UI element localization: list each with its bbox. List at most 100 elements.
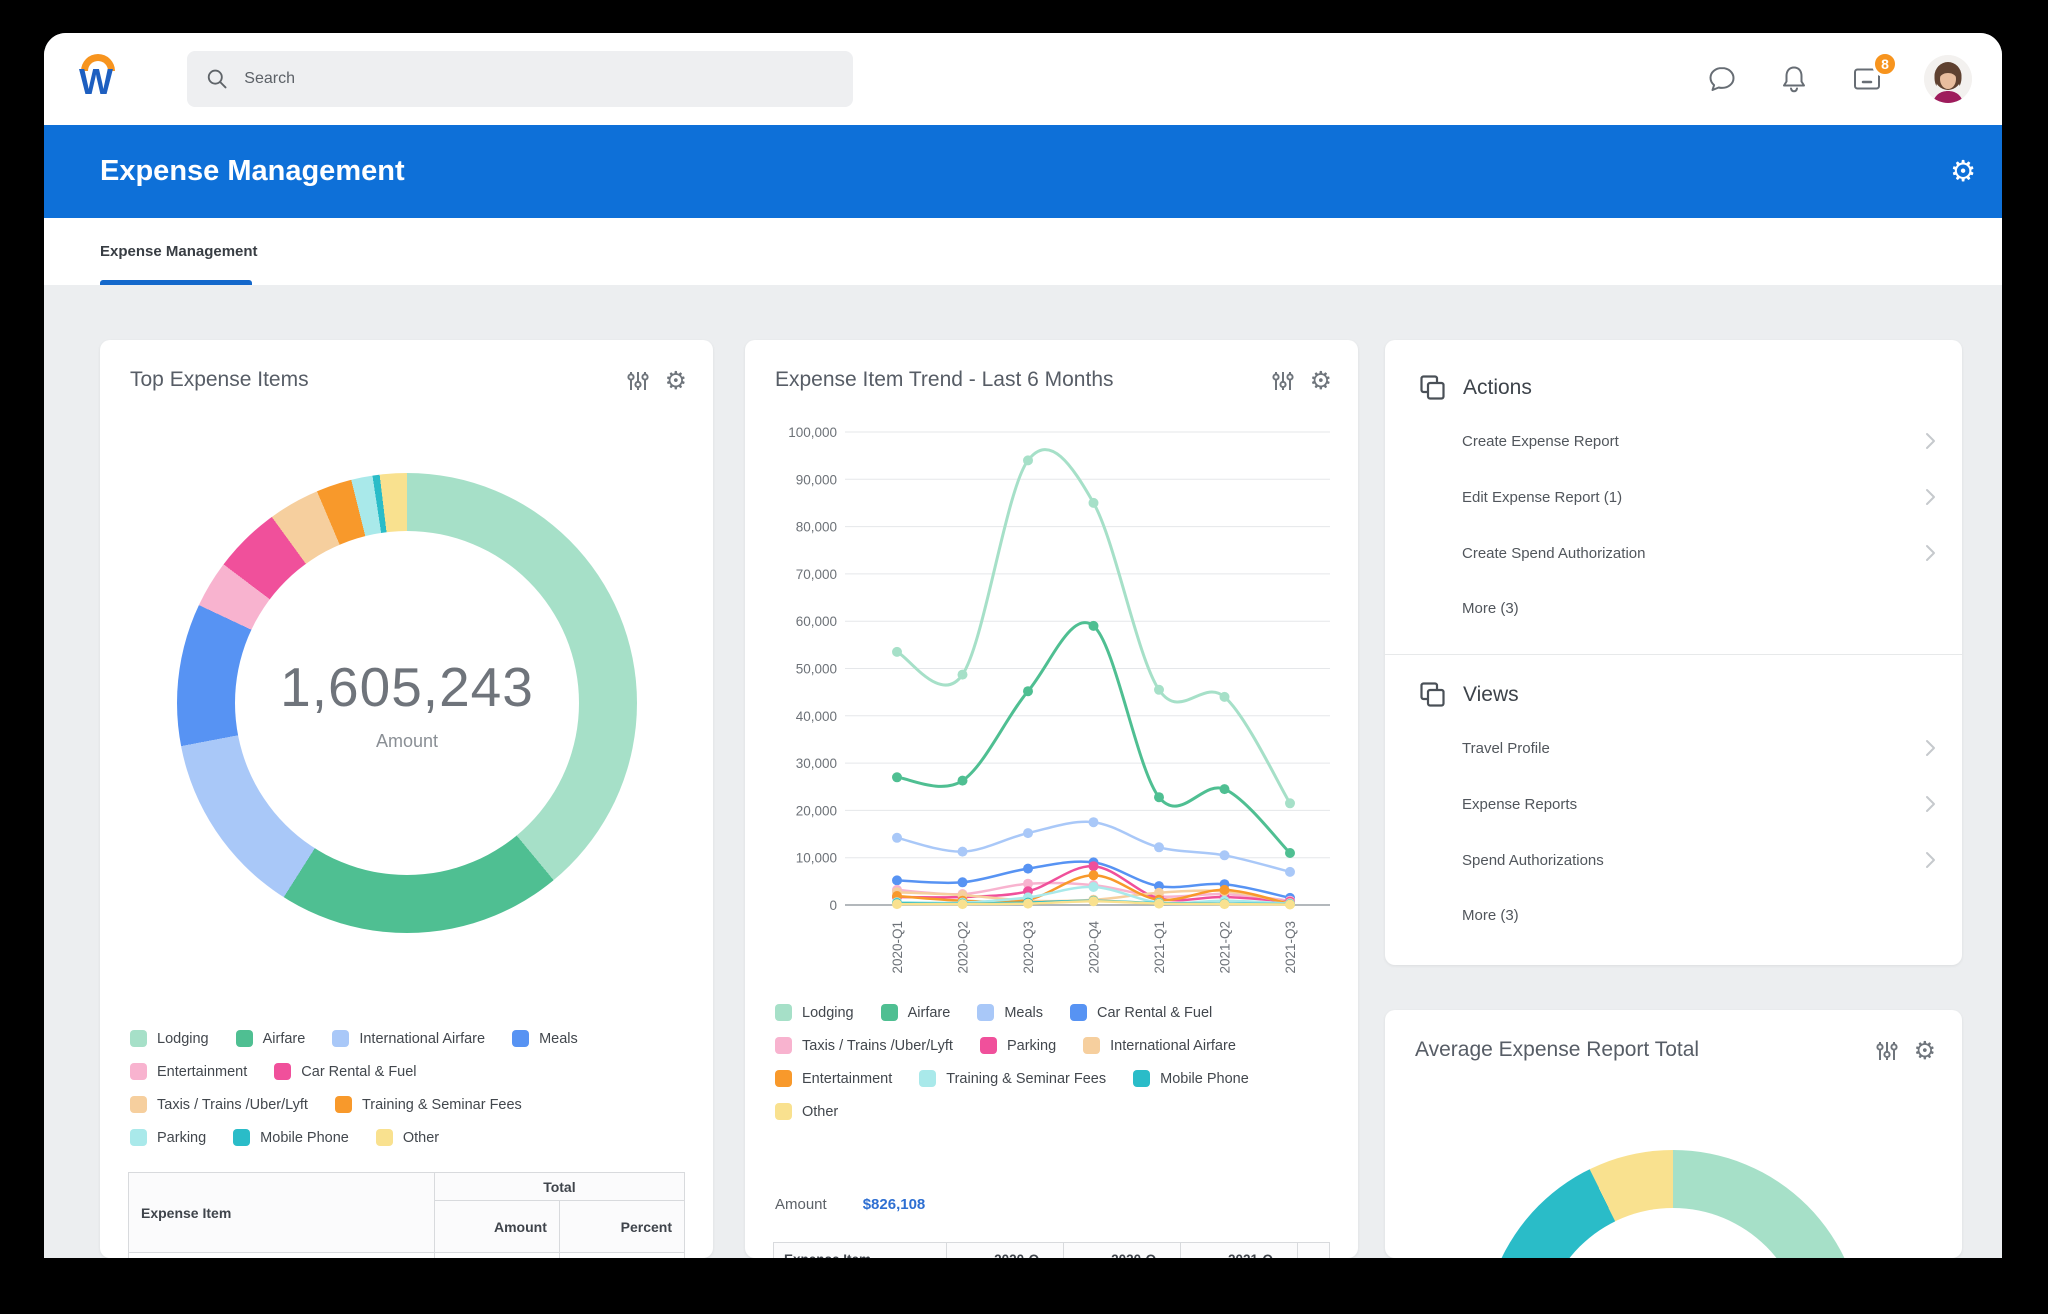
logo-w-letter: W — [79, 61, 113, 102]
chevron-right-icon — [1926, 545, 1935, 561]
chevron-right-icon — [1926, 740, 1935, 756]
legend-label: Taxis / Trains /Uber/Lyft — [157, 1096, 308, 1113]
settings-gear-icon[interactable]: ⚙ — [664, 366, 687, 395]
svg-text:2021-Q2: 2021-Q2 — [1218, 921, 1233, 974]
legend-swatch — [334, 1096, 352, 1113]
legend-item-car-rental-fuel[interactable]: Car Rental & Fuel — [1070, 1004, 1212, 1021]
legend-item-taxis-trains-uber-lyft[interactable]: Taxis / Trains /Uber/Lyft — [130, 1096, 308, 1113]
menu-item-more-3[interactable]: More (3) — [1462, 888, 1936, 943]
legend-item-airfare[interactable]: Airfare — [235, 1030, 305, 1047]
legend-item-airfare[interactable]: Airfare — [880, 1004, 951, 1021]
legend-label: Other — [402, 1129, 440, 1146]
tab-expense-management[interactable]: Expense Management — [100, 243, 258, 260]
legend-item-international-airfare[interactable]: International Airfare — [1083, 1037, 1236, 1054]
filter-icon[interactable] — [1271, 369, 1295, 393]
legend-label: Taxis / Trains /Uber/Lyft — [802, 1037, 953, 1054]
legend-label: International Airfare — [1110, 1037, 1236, 1054]
chat-button[interactable] — [1706, 63, 1738, 95]
chevron-right-icon — [1926, 796, 1935, 812]
trend-line-chart[interactable]: 0 10,000 20,000 30,000 40,000 50,000 60,000 70,… — [759, 416, 1344, 1001]
svg-text:90,000: 90,000 — [796, 472, 837, 487]
legend-item-training-seminar-fees[interactable]: Training & Seminar Fees — [919, 1070, 1106, 1087]
settings-gear-icon[interactable]: ⚙ — [1309, 366, 1332, 395]
card-actions-views: Actions Create Expense Report Edit Expens… — [1385, 340, 1962, 965]
legend-swatch — [130, 1030, 147, 1047]
avatar-image — [1924, 55, 1972, 103]
legend-item-mobile-phone[interactable]: Mobile Phone — [233, 1129, 349, 1146]
menu-item-create-spend-authorization[interactable]: Create Spend Authorization — [1462, 525, 1936, 581]
chevron-right-icon — [1926, 433, 1935, 449]
legend-label: Lodging — [157, 1030, 209, 1047]
clipped-table-header: Expense Item — [773, 1242, 946, 1258]
svg-text:2021-Q3: 2021-Q3 — [1283, 921, 1298, 974]
legend-item-entertainment[interactable]: Entertainment — [775, 1070, 892, 1087]
legend-swatch — [977, 1004, 995, 1021]
legend-swatch — [274, 1063, 292, 1080]
notifications-button[interactable] — [1778, 63, 1810, 95]
donut-center: 1,605,243 Amount — [235, 531, 579, 875]
amount-label: Amount — [775, 1196, 827, 1213]
settings-gear-icon[interactable]: ⚙ — [1913, 1036, 1936, 1065]
chevron-right-icon — [1926, 852, 1935, 868]
legend-label: Lodging — [802, 1004, 854, 1021]
legend-item-lodging[interactable]: Lodging — [775, 1004, 854, 1021]
menu-item-edit-expense-report-1[interactable]: Edit Expense Report (1) — [1462, 469, 1936, 525]
menu-item-label: More (3) — [1462, 907, 1519, 924]
clipped-table-header: 2021-Q… — [1179, 1242, 1297, 1258]
search-input[interactable] — [242, 69, 835, 89]
filter-icon[interactable] — [1875, 1039, 1899, 1063]
legend-item-meals[interactable]: Meals — [512, 1030, 578, 1047]
menu-item-more-3[interactable]: More (3) — [1462, 581, 1936, 636]
legend-item-meals[interactable]: Meals — [977, 1004, 1043, 1021]
svg-text:60,000: 60,000 — [796, 614, 837, 629]
legend-row: Lodging Airfare Meals Car Rental & Fuel — [775, 1004, 1340, 1021]
filter-icon[interactable] — [626, 369, 650, 393]
card-title: Average Expense Report Total — [1415, 1038, 1700, 1061]
page-title: Expense Management — [100, 155, 405, 187]
legend-label: Parking — [1006, 1037, 1057, 1054]
avatar[interactable] — [1924, 55, 1972, 103]
legend-swatch — [919, 1070, 937, 1087]
legend-item-international-airfare[interactable]: International Airfare — [332, 1030, 485, 1047]
menu-item-travel-profile[interactable]: Travel Profile — [1462, 720, 1936, 776]
page-settings-gear-icon[interactable]: ⚙ — [1950, 154, 1976, 188]
legend-item-training-seminar-fees[interactable]: Training & Seminar Fees — [334, 1096, 522, 1113]
legend-item-lodging[interactable]: Lodging — [130, 1030, 209, 1047]
chevron-right-icon — [1926, 489, 1935, 505]
col-header-expense-item: Expense Item — [128, 1172, 435, 1253]
clipped-table-header: 2020-Q… — [945, 1242, 1063, 1258]
menu-item-label: Expense Reports — [1462, 795, 1578, 813]
donut-total-label: Amount — [375, 730, 439, 751]
average-expense-donut-chart[interactable] — [1483, 1150, 1863, 1258]
legend-item-entertainment[interactable]: Entertainment — [130, 1063, 247, 1080]
top-expense-table: Expense Item Total Amount Percent — [128, 1172, 686, 1258]
inbox-button[interactable]: 8 — [1850, 51, 1898, 95]
menu-item-expense-reports[interactable]: Expense Reports — [1462, 776, 1936, 832]
legend-item-other[interactable]: Other — [375, 1129, 440, 1146]
menu-item-create-expense-report[interactable]: Create Expense Report — [1462, 413, 1936, 469]
top-expense-donut-chart[interactable]: 1,605,243 Amount — [177, 473, 637, 933]
legend-item-other[interactable]: Other — [775, 1103, 838, 1120]
search-bar[interactable] — [187, 51, 853, 107]
card-title: Expense Item Trend - Last 6 Months — [775, 368, 1114, 391]
svg-text:70,000: 70,000 — [796, 567, 837, 582]
legend-row: Parking Mobile Phone Other — [130, 1129, 695, 1146]
tab-bar: Expense Management — [44, 218, 2002, 285]
amount-value-link[interactable]: $826,108 — [862, 1196, 926, 1213]
actions-list: Create Expense Report Edit Expense Report… — [1462, 413, 1936, 636]
legend-label: Car Rental & Fuel — [301, 1063, 417, 1080]
legend-item-parking[interactable]: Parking — [979, 1037, 1057, 1054]
legend-item-car-rental-fuel[interactable]: Car Rental & Fuel — [274, 1063, 417, 1080]
legend-item-parking[interactable]: Parking — [130, 1129, 206, 1146]
menu-item-spend-authorizations[interactable]: Spend Authorizations — [1462, 832, 1936, 888]
col-header-total: Total — [433, 1172, 686, 1201]
svg-text:2020-Q1: 2020-Q1 — [890, 921, 905, 974]
workday-logo[interactable]: W — [76, 51, 124, 107]
card-top-expense-items: Top Expense Items ⚙ 1,605,243 Amount Lod… — [100, 340, 713, 1258]
legend-item-mobile-phone[interactable]: Mobile Phone — [1133, 1070, 1249, 1087]
views-list: Travel Profile Expense Reports Spend Autho… — [1462, 720, 1936, 943]
legend-label: Airfare — [907, 1004, 951, 1021]
page-header: Expense Management ⚙ — [44, 125, 2002, 218]
legend-swatch — [880, 1004, 898, 1021]
legend-item-taxis-trains-uber-lyft[interactable]: Taxis / Trains /Uber/Lyft — [775, 1037, 953, 1054]
